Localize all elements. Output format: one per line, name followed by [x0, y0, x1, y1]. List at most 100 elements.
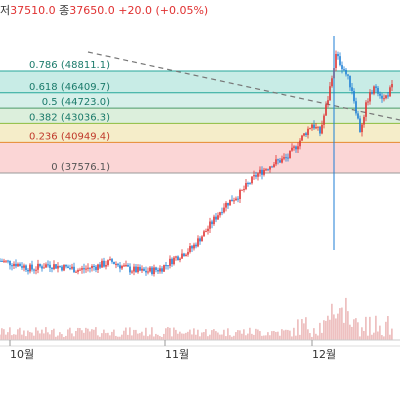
volume-bar [177, 333, 179, 340]
volume-bar [163, 333, 165, 340]
candle-body [145, 270, 147, 273]
volume-bar [157, 334, 159, 340]
volume-bar [197, 329, 199, 340]
volume-bar [141, 331, 143, 340]
volume-bar [93, 329, 95, 340]
candle-body [381, 95, 383, 99]
candle-body [97, 264, 99, 270]
candle-body [41, 266, 43, 269]
volume-bar [319, 322, 321, 340]
volume-bar [349, 324, 351, 340]
candle-body [213, 216, 215, 225]
candle-body [155, 267, 157, 271]
volume-bar [307, 329, 309, 340]
fib-band-0.5 [0, 108, 400, 124]
volume-bar [39, 333, 41, 340]
close-value: 37650.0 [69, 4, 115, 17]
volume-bar [21, 334, 23, 340]
volume-bar [335, 318, 337, 340]
candle-body [239, 189, 241, 199]
candle-body [159, 268, 161, 272]
candle-body [15, 263, 17, 267]
candle-body [287, 157, 289, 159]
volume-bar [387, 316, 389, 340]
candle-body [109, 259, 111, 261]
volume-bar [129, 327, 131, 340]
candle-body [371, 92, 373, 94]
candle-body [339, 56, 341, 66]
candle-body [373, 86, 375, 94]
volume-bar [273, 330, 275, 340]
volume-bar [115, 335, 117, 340]
candle-body [237, 198, 239, 200]
volume-bar [23, 330, 25, 340]
volume-bar [67, 329, 69, 340]
fib-label-0.382: 0.382 (43036.3) [29, 112, 110, 123]
volume-bar [377, 331, 379, 340]
volume-bar [105, 333, 107, 340]
volume-bar [159, 336, 161, 340]
volume-bar [121, 334, 123, 340]
volume-bar [137, 333, 139, 340]
candle-body [365, 102, 367, 117]
volume-bar [65, 335, 67, 340]
candle-body [161, 268, 163, 272]
candle-body [251, 176, 253, 184]
candle-body [3, 260, 5, 262]
candle-body [297, 146, 299, 150]
volume-bar [235, 332, 237, 340]
volume-bar [101, 333, 103, 340]
candle-body [323, 115, 325, 125]
candle-body [293, 146, 295, 148]
volume-bar [111, 331, 113, 340]
candle-body [273, 164, 275, 168]
volume-bar [135, 329, 137, 340]
candle-body [221, 212, 223, 214]
low-label: 저 [0, 4, 11, 17]
volume-bar [265, 335, 267, 340]
volume-bar [359, 336, 361, 340]
candle-body [335, 53, 337, 69]
candle-body [17, 263, 19, 267]
volume-bar [247, 333, 249, 340]
volume-bar [263, 335, 265, 340]
candle-body [45, 264, 47, 268]
volume-bar [371, 334, 373, 340]
volume-bar [193, 328, 195, 340]
candle-body [265, 169, 267, 171]
volume-bar [169, 327, 171, 340]
candle-body [203, 231, 205, 237]
volume-bar [219, 334, 221, 340]
candle-body [27, 269, 29, 272]
volume-bar [85, 327, 87, 340]
candle-body [253, 175, 255, 177]
candle-body [177, 256, 179, 261]
candle-body [67, 266, 69, 269]
candle-body [329, 86, 331, 101]
candle-body [363, 116, 365, 125]
volume-bar [375, 315, 377, 340]
volume-bar [185, 332, 187, 340]
change-value: +20.0 (+0.05%) [118, 4, 209, 17]
candle-body [157, 270, 159, 272]
candle-body [301, 135, 303, 141]
candle-body [137, 266, 139, 273]
candle-body [149, 267, 151, 272]
candle-body [37, 263, 39, 270]
candle-body [11, 265, 13, 267]
volume-bar [161, 336, 163, 340]
candle-body [69, 268, 71, 270]
candle-body [147, 271, 149, 273]
volume-bar [17, 329, 19, 340]
volume-bar [325, 320, 327, 340]
volume-bar [205, 329, 207, 340]
volume-bar [71, 333, 73, 340]
candle-body [0, 260, 1, 262]
candle-body [225, 202, 227, 208]
candle-body [9, 260, 11, 266]
volume-bar [255, 328, 257, 340]
volume-bar [59, 332, 61, 340]
volume-bar [37, 330, 39, 340]
volume-bar [279, 335, 281, 340]
